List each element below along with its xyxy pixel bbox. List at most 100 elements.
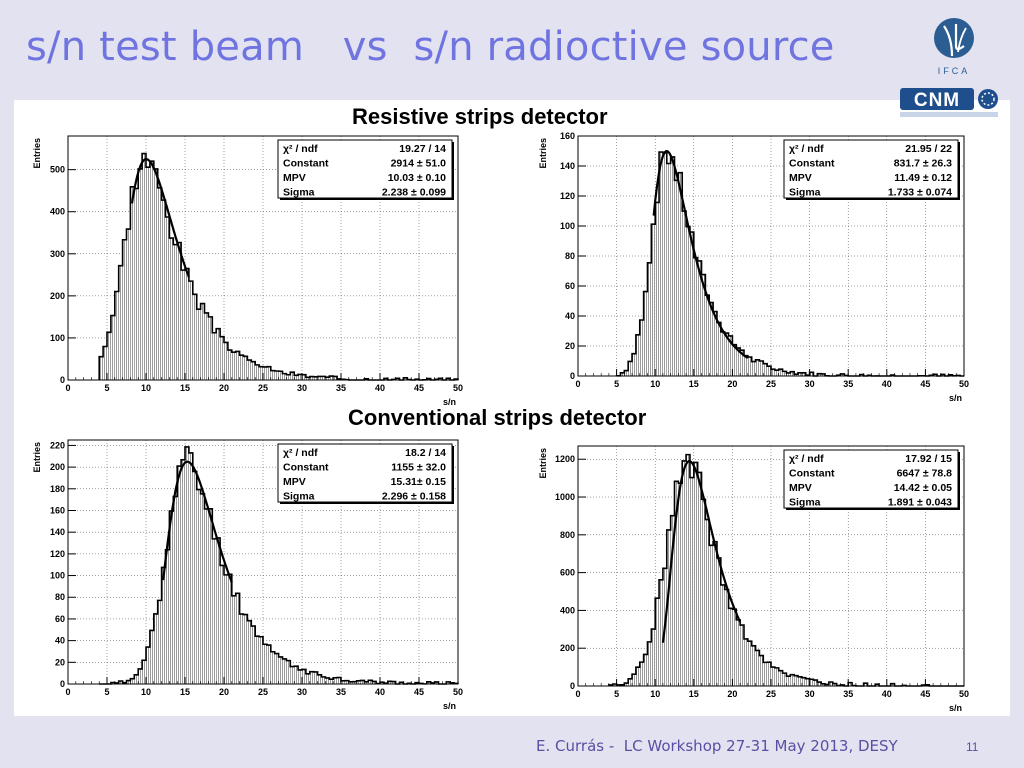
histogram-bins — [616, 152, 961, 376]
y-tick-label: 800 — [560, 530, 575, 540]
histogram-bin — [651, 224, 656, 376]
histogram-bin — [146, 167, 150, 380]
histogram-bin — [612, 683, 617, 686]
y-tick-label: 20 — [565, 341, 575, 351]
histogram-bins — [99, 153, 458, 380]
histogram-bin — [302, 669, 306, 684]
y-tick-label: 500 — [50, 165, 65, 175]
histogram-bin — [224, 342, 228, 380]
x-tick-label: 35 — [336, 383, 346, 393]
histogram-bin — [686, 454, 690, 686]
histogram-bin — [282, 373, 287, 380]
histogram-bin — [716, 322, 721, 376]
y-tick-label: 80 — [55, 592, 65, 602]
histogram-bin — [231, 595, 236, 684]
stats-label: Constant — [283, 462, 329, 474]
y-tick-label: 20 — [55, 657, 65, 667]
x-tick-label: 45 — [920, 689, 930, 699]
y-axis-label: Entries — [538, 138, 548, 169]
x-tick-label: 20 — [219, 383, 229, 393]
histogram-bin — [313, 376, 318, 380]
histogram-bin — [282, 658, 287, 684]
histogram-bin — [434, 681, 439, 684]
x-tick-label: 30 — [297, 383, 307, 393]
x-tick-label: 50 — [959, 689, 969, 699]
histogram-bin — [728, 335, 733, 376]
histogram-bin — [309, 671, 314, 684]
histogram-bin — [743, 355, 748, 376]
histogram-bin — [220, 565, 224, 684]
y-axis-label: Entries — [32, 442, 42, 473]
histogram-bin — [255, 636, 260, 684]
y-tick-label: 0 — [570, 371, 575, 381]
histogram-bin — [670, 156, 675, 376]
histogram-bin — [639, 662, 644, 686]
histogram-bin — [130, 186, 135, 380]
histogram-bin — [196, 309, 201, 380]
x-axis-label: s/n — [949, 703, 962, 713]
histogram-bin — [678, 172, 683, 376]
histogram-bin — [216, 537, 221, 684]
histogram-bin — [274, 371, 279, 380]
histogram-bin — [720, 331, 725, 376]
histogram-bin — [333, 677, 338, 684]
landau-fit-curve — [652, 149, 749, 360]
histogram-bin — [126, 229, 131, 380]
slide-title: s/n test beam vs s/n radioctive source — [26, 24, 835, 70]
x-tick-label: 40 — [375, 687, 385, 697]
x-tick-label: 45 — [414, 383, 424, 393]
histogram-bin — [224, 574, 228, 684]
histogram-bin — [114, 291, 119, 380]
histogram-bin — [274, 653, 279, 684]
histogram-bin — [380, 682, 384, 684]
histogram-bin — [403, 377, 408, 380]
histogram-bin — [713, 311, 717, 376]
histogram-resistive-test-beam: 0 5 10 15 20 25 30 35 40 45 500100200300400500s/nE… — [32, 135, 463, 407]
histogram-bin — [161, 200, 166, 380]
histogram-bin — [832, 683, 837, 686]
histogram-bin — [678, 483, 683, 686]
x-tick-label: 0 — [575, 379, 580, 389]
histogram-bin — [801, 677, 806, 686]
histogram-bin — [325, 377, 330, 380]
stats-label: χ² / ndf — [283, 143, 318, 155]
histogram-bin — [138, 168, 143, 380]
ifca-logo: IFCA — [934, 18, 974, 76]
histogram-bin — [628, 678, 633, 686]
histogram-bin — [298, 669, 302, 684]
y-tick-label: 40 — [55, 636, 65, 646]
histogram-bin — [181, 270, 185, 380]
stats-value: 21.95 / 22 — [905, 143, 952, 155]
histogram-bin — [161, 567, 166, 684]
stats-label: Sigma — [283, 187, 315, 199]
histogram-bin — [767, 366, 771, 376]
x-tick-label: 30 — [297, 687, 307, 697]
histogram-bin — [890, 683, 895, 686]
histogram-bin — [635, 334, 640, 376]
histogram-bin — [177, 466, 182, 684]
histogram-bin — [216, 328, 221, 380]
svg-text:IFCA: IFCA — [938, 66, 971, 76]
histogram-bin — [740, 625, 744, 686]
x-tick-label: 25 — [258, 687, 268, 697]
histogram-bin — [204, 312, 209, 380]
histogram-bin — [208, 316, 213, 380]
x-tick-label: 20 — [219, 687, 229, 697]
histogram-bin — [817, 682, 822, 686]
histogram-bin — [446, 681, 451, 684]
histogram-bin — [153, 613, 158, 684]
histogram-bin — [305, 377, 310, 380]
histogram-bin — [643, 654, 648, 686]
stats-label: Constant — [789, 468, 835, 480]
stats-value: 19.27 / 14 — [399, 143, 446, 155]
x-tick-label: 35 — [336, 687, 346, 697]
histogram-bin — [212, 332, 217, 380]
footer-text: E. Currás - LC Workshop 27-31 May 2013, … — [536, 737, 898, 755]
stats-value: 1155 ± 32.0 — [391, 462, 446, 474]
histogram-bin — [235, 593, 240, 684]
y-tick-label: 160 — [560, 131, 575, 141]
histogram-bin — [666, 529, 671, 686]
histogram-bin — [321, 676, 326, 684]
x-tick-label: 10 — [650, 689, 660, 699]
stats-value: 14.42 ± 0.05 — [894, 482, 952, 494]
